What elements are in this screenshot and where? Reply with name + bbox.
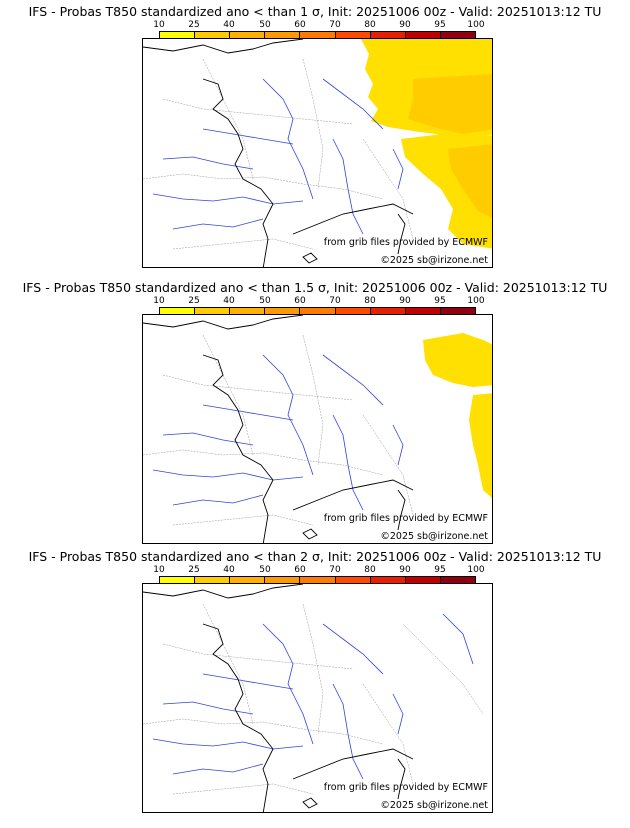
probability-map: from grib files provided by ECMWF ©2025 …	[142, 314, 493, 544]
map-panel-2: IFS - Probas T850 standardized ano < tha…	[0, 280, 630, 556]
colorbar-swatch	[265, 32, 301, 41]
map-svg	[143, 584, 484, 812]
colorbar-tick: 60	[294, 296, 306, 306]
colorbar-swatch	[370, 577, 406, 586]
probability-shading	[423, 333, 492, 499]
probability-map: from grib files provided by ECMWF ©2025 …	[142, 583, 493, 813]
colorbar-tick: 50	[259, 296, 271, 306]
colorbar-swatch	[300, 32, 336, 41]
prob-area-alps-core	[448, 144, 492, 218]
colorbar-swatch	[230, 577, 266, 586]
prob-area-northeast-core	[408, 74, 492, 134]
colorbar-boxes	[159, 576, 476, 587]
coastlines	[143, 39, 414, 267]
colorbar-tick: 100	[467, 565, 485, 575]
colorbar-tick: 25	[188, 296, 200, 306]
probability-shading	[361, 39, 492, 249]
colorbar-tick: 70	[329, 296, 341, 306]
panel-title: IFS - Probas T850 standardized ano < tha…	[22, 280, 608, 295]
colorbar-ticks: 10 25 40 50 60 70 80 90 95 100	[153, 565, 484, 576]
colorbar-tick: 100	[467, 296, 485, 306]
colorbar-tick: 10	[153, 296, 165, 306]
colorbar-swatch	[405, 308, 441, 317]
colorbar-tick: 90	[399, 565, 411, 575]
colorbar-tick: 50	[259, 565, 271, 575]
probability-map: from grib files provided by ECMWF ©2025 …	[142, 38, 493, 268]
colorbar-swatch	[440, 308, 475, 317]
colorbar-swatch	[335, 308, 371, 317]
map-svg	[143, 39, 492, 267]
colorbar-swatch	[335, 577, 371, 586]
colorbar-tick: 10	[153, 20, 165, 30]
rivers	[152, 613, 474, 780]
colorbar-tick: 40	[223, 565, 235, 575]
colorbar-tick: 90	[399, 296, 411, 306]
prob-area-alps	[469, 393, 492, 499]
colorbar-tick: 10	[153, 565, 165, 575]
colorbar-swatch	[230, 308, 266, 317]
colorbar-swatch	[265, 577, 301, 586]
source-credit: from grib files provided by ECMWF	[323, 513, 488, 524]
coastlines	[143, 315, 414, 543]
colorbar-swatch	[160, 577, 196, 586]
colorbar-tick: 25	[188, 565, 200, 575]
colorbar-ticks: 10 25 40 50 60 70 80 90 95 100	[153, 20, 484, 31]
colorbar-swatch	[265, 308, 301, 317]
colorbar-tick: 95	[434, 565, 446, 575]
colorbar-swatch	[370, 32, 406, 41]
colorbar-swatch	[195, 32, 231, 41]
colorbar-tick: 100	[467, 20, 485, 30]
colorbar-ticks: 10 25 40 50 60 70 80 90 95 100	[153, 296, 484, 307]
colorbar-swatch	[160, 308, 196, 317]
colorbar-swatch	[230, 32, 266, 41]
colorbar-tick: 70	[329, 565, 341, 575]
source-credit: from grib files provided by ECMWF	[323, 782, 488, 793]
colorbar-tick: 60	[294, 20, 306, 30]
colorbar: 10 25 40 50 60 70 80 90 95 100	[153, 565, 485, 589]
colorbar-tick: 40	[223, 296, 235, 306]
copyright: ©2025 sb@irizone.net	[380, 255, 488, 266]
copyright: ©2025 sb@irizone.net	[380, 531, 488, 542]
map-panel-1: IFS - Probas T850 standardized ano < tha…	[0, 4, 630, 280]
source-credit: from grib files provided by ECMWF	[323, 237, 488, 248]
colorbar-swatch	[440, 577, 475, 586]
colorbar-tick: 80	[364, 296, 376, 306]
colorbar-swatch	[195, 308, 231, 317]
colorbar-tick: 95	[434, 296, 446, 306]
panel-title: IFS - Probas T850 standardized ano < tha…	[28, 549, 602, 564]
prob-area-northeast	[423, 333, 492, 387]
colorbar-tick: 90	[399, 20, 411, 30]
colorbar-tick: 50	[259, 20, 271, 30]
colorbar-swatch	[370, 308, 406, 317]
borders	[143, 58, 414, 250]
colorbar-swatch	[405, 577, 441, 586]
colorbar-swatch	[160, 32, 196, 41]
colorbar-swatch	[300, 577, 336, 586]
colorbar-tick: 40	[223, 20, 235, 30]
map-svg	[143, 315, 492, 543]
colorbar-swatch	[405, 32, 441, 41]
borders	[143, 334, 414, 526]
colorbar-swatch	[300, 308, 336, 317]
copyright: ©2025 sb@irizone.net	[380, 800, 488, 811]
colorbar-swatch	[335, 32, 371, 41]
colorbar-tick: 25	[188, 20, 200, 30]
colorbar-swatch	[440, 32, 475, 41]
map-panel-3: IFS - Probas T850 standardized ano < tha…	[0, 549, 630, 825]
colorbar-swatch	[195, 577, 231, 586]
panel-title: IFS - Probas T850 standardized ano < tha…	[28, 4, 602, 19]
colorbar-tick: 80	[364, 565, 376, 575]
colorbar-tick: 95	[434, 20, 446, 30]
colorbar-tick: 80	[364, 20, 376, 30]
rivers	[152, 354, 404, 511]
borders	[143, 603, 484, 795]
rivers	[152, 78, 404, 235]
colorbar-tick: 60	[294, 565, 306, 575]
colorbar-tick: 70	[329, 20, 341, 30]
coastlines	[143, 584, 414, 812]
